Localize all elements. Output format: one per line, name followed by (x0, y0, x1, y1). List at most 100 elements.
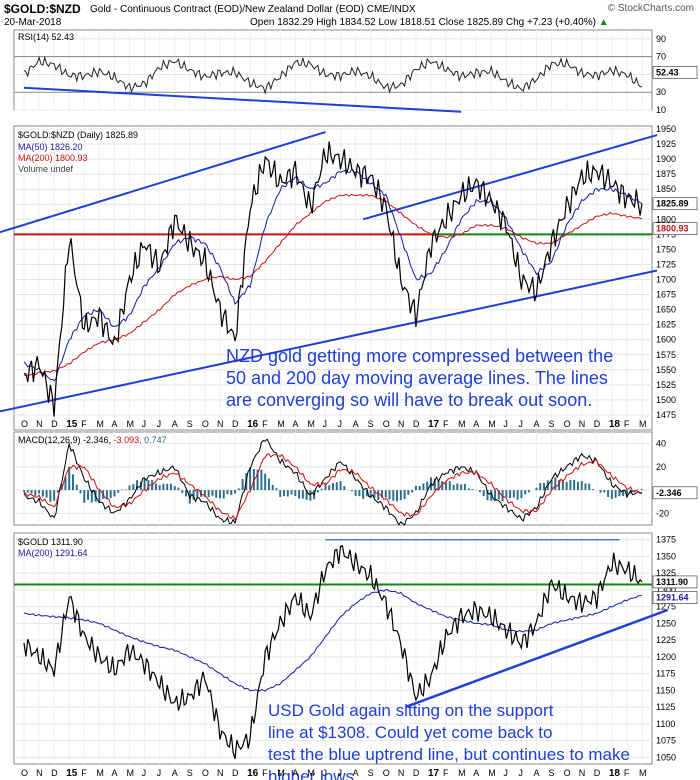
macd-panel-tick-label: 20 (656, 462, 666, 472)
usd-gold-panel-tick-label: 1125 (656, 702, 675, 712)
usd-gold-panel-tick-label: 1375 (656, 535, 676, 545)
x-axis-label-bottom: M (96, 768, 104, 778)
usd-ma200-last-value-box (652, 591, 698, 604)
usd-ma200-legend: MA(200) 1291.64 (18, 548, 88, 558)
price-annotation-line: NZD gold getting more compressed between… (226, 346, 613, 366)
x-axis-label-price: M (639, 419, 647, 429)
x-axis-label-bottom: M (488, 768, 496, 778)
x-axis-label-bottom: S (368, 768, 374, 778)
price-panel-tick-label: 1725 (656, 259, 676, 269)
x-axis-label-bottom: J (142, 768, 147, 778)
x-axis-label-price: J (338, 419, 343, 429)
x-axis-label-bottom: M (458, 768, 466, 778)
price-panel-tick-label: 1475 (656, 410, 676, 420)
price-panel-tick-label: 1750 (656, 244, 676, 254)
usd-last-value: 1311.90 (656, 577, 688, 587)
open-value: 1832.29 (277, 17, 314, 28)
price-annotation-line: 50 and 200 day moving average lines. The… (226, 368, 608, 388)
usd-gold-panel-tick-label: 1300 (656, 585, 676, 595)
price-last-value-box (652, 197, 698, 210)
macd-signal-value: -3.093, (114, 435, 145, 445)
x-axis-label-price: 15 (66, 419, 78, 430)
x-axis-label-bottom: N (579, 768, 586, 778)
x-axis-label-bottom: 18 (609, 768, 621, 779)
x-axis-label-bottom: M (639, 768, 647, 778)
x-axis-label-price: J (518, 419, 523, 429)
price-panel-tick-label: 1800 (656, 214, 676, 224)
x-axis-label-price: M (488, 419, 496, 429)
low-value: 1818.51 (399, 17, 436, 28)
x-axis-label-bottom: A (292, 768, 298, 778)
x-axis-label-bottom: A (473, 768, 479, 778)
x-axis-label-bottom: D (51, 768, 58, 778)
x-axis-label-price: F (262, 419, 268, 429)
x-axis-label-price: M (277, 419, 285, 429)
x-axis-label-bottom: S (549, 768, 555, 778)
x-axis-label-bottom: O (383, 768, 390, 778)
x-axis-label-bottom: J (518, 768, 523, 778)
x-axis-label-price: F (443, 419, 449, 429)
rsi-trendline (23, 86, 462, 113)
usd-gold-panel-tick-label: 1250 (656, 618, 676, 628)
x-axis-label-price: 17 (428, 419, 440, 430)
watermark: © StockCharts.com (608, 3, 694, 14)
x-axis-label-price: J (503, 419, 508, 429)
x-axis-label-price: D (51, 419, 58, 429)
rsi-line (23, 55, 642, 95)
usd-gold-panel-frame (13, 532, 653, 765)
x-axis-label-price: M (96, 419, 104, 429)
usd-annotation-line: higher lows. (268, 767, 359, 780)
x-axis-label-price: O (383, 419, 390, 429)
price-panel-tick-label: 1925 (656, 139, 676, 149)
price-panel-tick-label: 1525 (656, 380, 676, 390)
description: Gold - Continuous Contract (EOD)/New Zea… (90, 4, 416, 15)
x-axis-label-price: A (353, 419, 359, 429)
x-axis-label-bottom: A (353, 768, 359, 778)
ohlc-row: Open 1832.29 High 1834.52 Low 1818.51 Cl… (250, 17, 609, 28)
usd-last-value-box (652, 575, 698, 589)
x-axis-label-price: M (127, 419, 135, 429)
x-axis-label-bottom: F (262, 768, 268, 778)
x-axis-label-bottom: A (111, 768, 117, 778)
usd-gold-panel-tick-label: 1150 (656, 685, 675, 695)
macd-last-value-box (652, 486, 698, 500)
x-axis-label-price: M (307, 419, 315, 429)
price-line (23, 141, 643, 417)
high-value: 1834.52 (339, 17, 376, 28)
usd-price-line (23, 544, 643, 760)
ma50-legend: MA(50) 1826.20 (18, 142, 83, 152)
x-axis-label-bottom: S (187, 768, 193, 778)
usd-gold-panel-tick-label: 1275 (656, 602, 676, 612)
x-axis-label-bottom: J (503, 768, 508, 778)
x-axis-label-price: A (111, 419, 117, 429)
x-axis-label-price: S (187, 419, 193, 429)
rsi-panel-tick-label: 10 (656, 105, 666, 115)
x-axis-label-bottom: O (564, 768, 571, 778)
x-axis-label-bottom: M (127, 768, 135, 778)
date-label: 20-Mar-2018 (4, 17, 61, 28)
date-value: 20-Mar-2018 (4, 17, 62, 28)
x-axis-label-price: J (142, 419, 147, 429)
x-axis-label-price: A (473, 419, 479, 429)
price-panel-tick-label: 1625 (656, 320, 676, 330)
x-axis-label-bottom: 16 (247, 768, 259, 779)
rsi-panel-tick-label: 90 (656, 34, 666, 44)
usd-gold-panel-tick-label: 1175 (656, 669, 675, 679)
x-axis-label-bottom: D (594, 768, 601, 778)
x-axis-label-price: D (594, 419, 601, 429)
price-panel-tick-label: 1550 (656, 365, 676, 375)
x-axis-label-price: N (36, 419, 43, 429)
price-panel-tick-label: 1875 (656, 169, 676, 179)
symbol-title: $GOLD:$NZD (4, 2, 81, 16)
ma200-last-value: 1800.93 (656, 224, 689, 234)
x-axis-label-price: F (81, 419, 87, 429)
rsi-panel-frame (13, 29, 653, 111)
macd-panel-tick-label: -20 (656, 508, 669, 518)
usd-gold-panel-tick-label: 1100 (656, 719, 675, 729)
usd-gold-panel-tick-label: 1075 (656, 736, 676, 746)
price-panel-tick-label: 1500 (656, 395, 676, 405)
high-label: High (316, 17, 337, 28)
x-axis-label-bottom: N (36, 768, 43, 778)
x-axis-label-bottom: F (443, 768, 449, 778)
price-annotation-line: are converging so will have to break out… (226, 390, 592, 410)
